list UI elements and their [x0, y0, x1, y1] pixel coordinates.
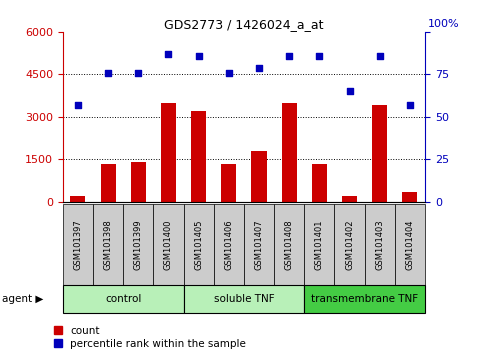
- Text: GSM101399: GSM101399: [134, 219, 143, 270]
- Point: [165, 51, 172, 57]
- Bar: [252, 151, 267, 202]
- Bar: [63, 204, 93, 285]
- Point: [134, 70, 142, 75]
- Point: [104, 70, 112, 75]
- Bar: [221, 164, 236, 202]
- Bar: [244, 204, 274, 285]
- Text: GSM101401: GSM101401: [315, 219, 324, 269]
- Text: GSM101402: GSM101402: [345, 219, 354, 269]
- Bar: [154, 204, 184, 285]
- Bar: [395, 204, 425, 285]
- Text: transmembrane TNF: transmembrane TNF: [311, 294, 418, 304]
- Text: GSM101403: GSM101403: [375, 219, 384, 270]
- Legend: count, percentile rank within the sample: count, percentile rank within the sample: [54, 326, 246, 349]
- Bar: [131, 162, 146, 202]
- Bar: [372, 105, 387, 202]
- Bar: [63, 285, 184, 313]
- Point: [225, 70, 233, 75]
- Bar: [93, 204, 123, 285]
- Bar: [213, 204, 244, 285]
- Text: agent ▶: agent ▶: [2, 294, 44, 304]
- Bar: [274, 204, 304, 285]
- Text: GSM101408: GSM101408: [284, 219, 294, 270]
- Text: GSM101400: GSM101400: [164, 219, 173, 269]
- Bar: [161, 103, 176, 202]
- Text: GSM101398: GSM101398: [103, 219, 113, 270]
- Text: GSM101404: GSM101404: [405, 219, 414, 269]
- Bar: [184, 285, 304, 313]
- Title: GDS2773 / 1426024_a_at: GDS2773 / 1426024_a_at: [164, 18, 324, 31]
- Point: [255, 65, 263, 70]
- Text: soluble TNF: soluble TNF: [213, 294, 274, 304]
- Point: [406, 102, 414, 108]
- Text: GSM101397: GSM101397: [73, 219, 83, 270]
- Text: GSM101405: GSM101405: [194, 219, 203, 269]
- Bar: [365, 204, 395, 285]
- Point: [346, 88, 354, 94]
- Point: [195, 53, 202, 58]
- Bar: [312, 164, 327, 202]
- Bar: [282, 103, 297, 202]
- Text: GSM101407: GSM101407: [255, 219, 264, 270]
- Bar: [71, 196, 85, 202]
- Bar: [342, 196, 357, 202]
- Point: [285, 53, 293, 58]
- Text: GSM101406: GSM101406: [224, 219, 233, 270]
- Bar: [402, 192, 417, 202]
- Bar: [334, 204, 365, 285]
- Bar: [100, 164, 115, 202]
- Point: [315, 53, 323, 58]
- Bar: [304, 285, 425, 313]
- Text: 100%: 100%: [428, 19, 459, 29]
- Bar: [184, 204, 213, 285]
- Bar: [123, 204, 154, 285]
- Point: [376, 53, 384, 58]
- Bar: [304, 204, 334, 285]
- Point: [74, 102, 82, 108]
- Text: control: control: [105, 294, 142, 304]
- Bar: [191, 111, 206, 202]
